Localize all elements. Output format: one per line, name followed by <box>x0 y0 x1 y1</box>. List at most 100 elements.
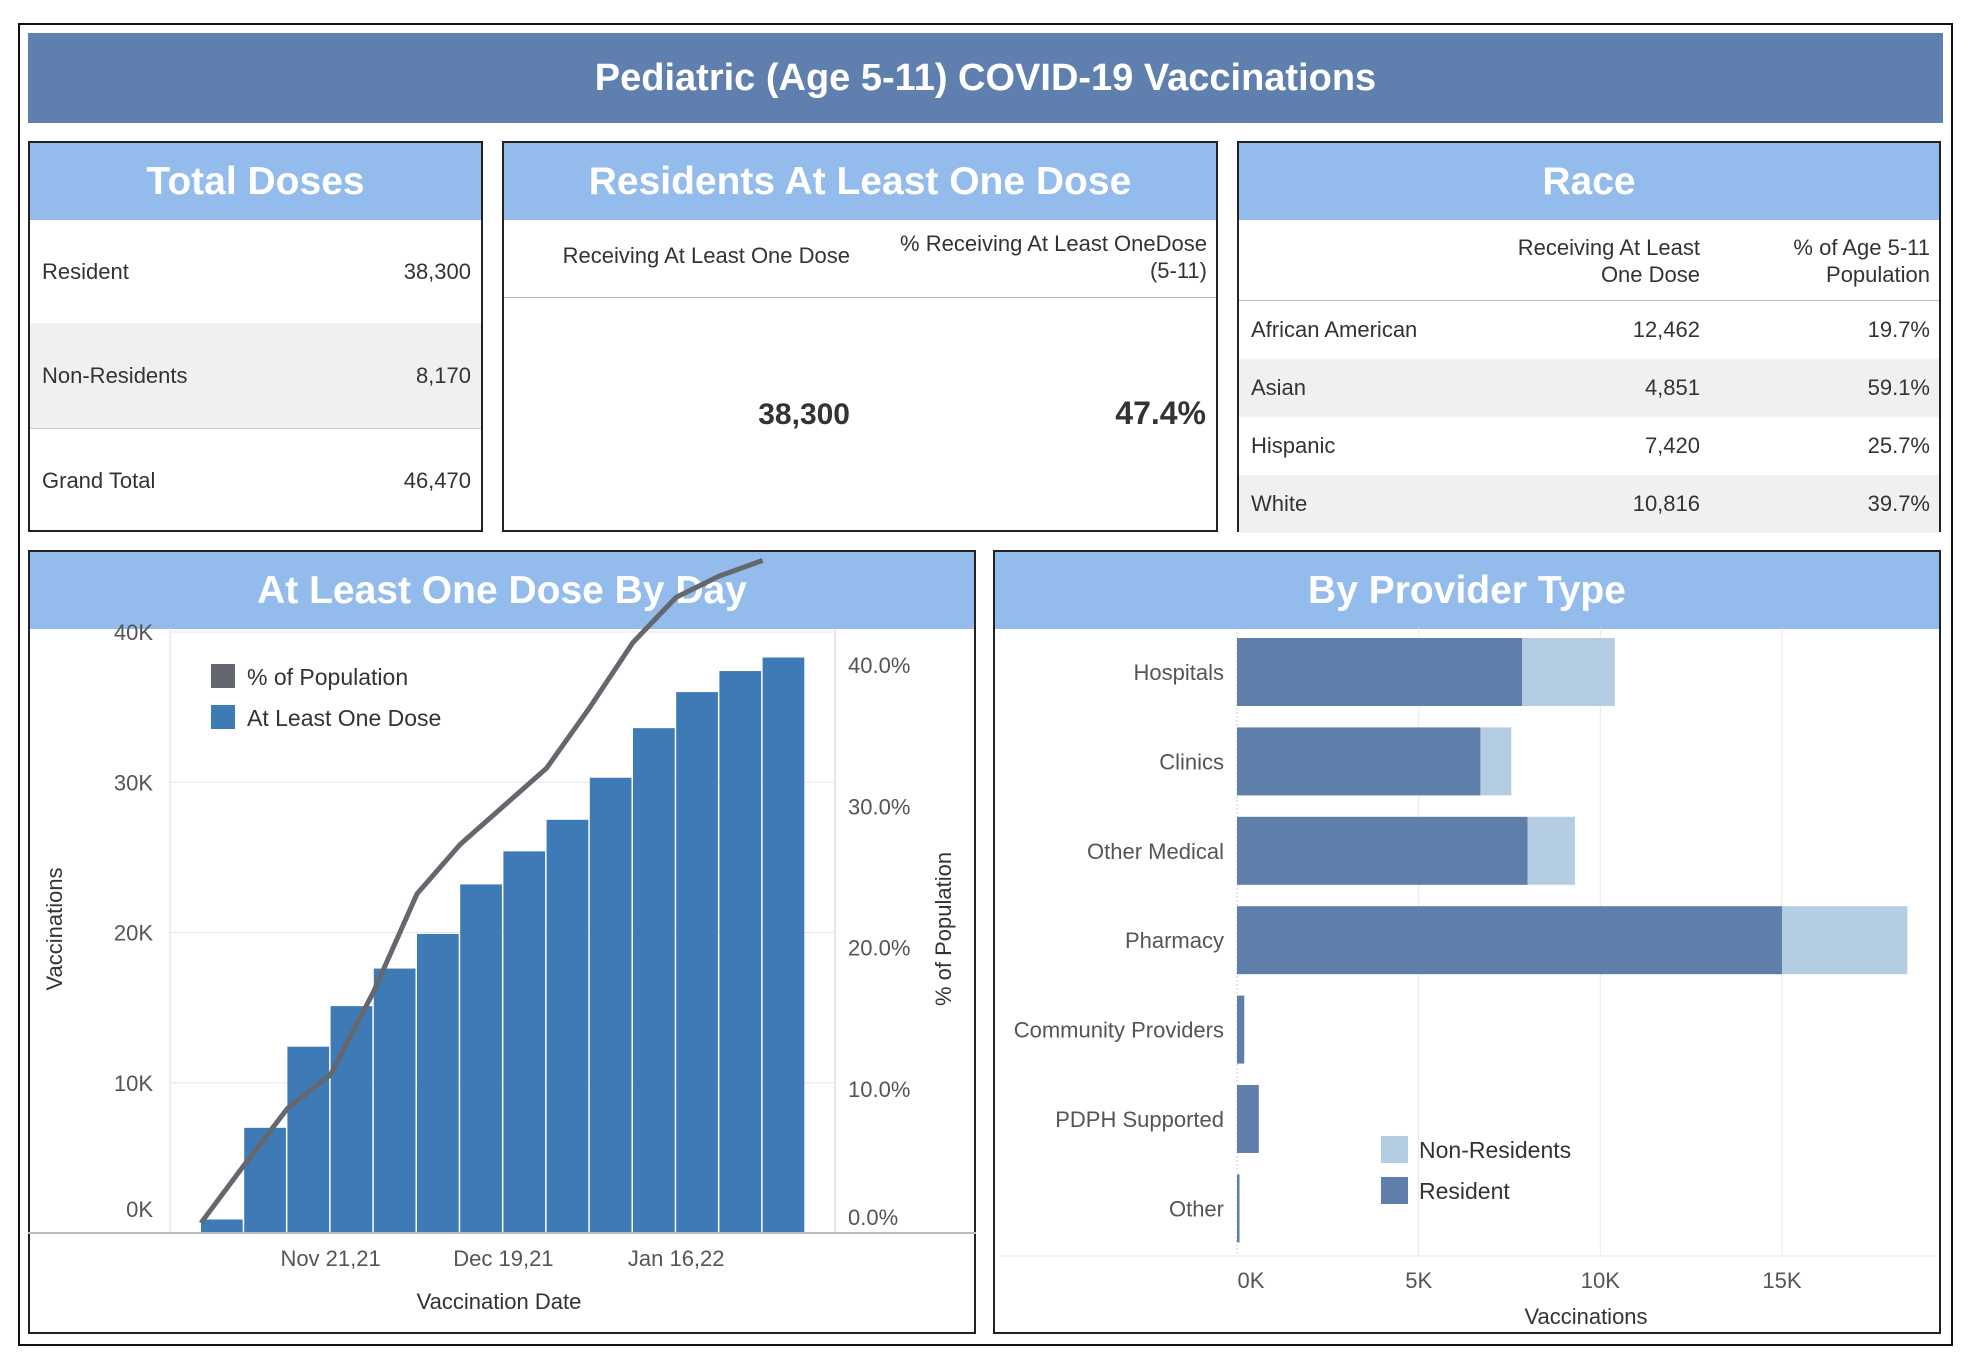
category-label: Other <box>1169 1196 1224 1221</box>
x-axis-title: Vaccination Date <box>417 1289 582 1314</box>
legend-label: % of Population <box>247 664 408 690</box>
bar-at-least-one-dose <box>633 728 675 1233</box>
row-value: 38,300 <box>403 258 471 284</box>
legend-label: Non-Residents <box>1419 1137 1571 1163</box>
residents-count: 38,300 <box>758 398 850 431</box>
x-tick-label: 10K <box>1581 1268 1620 1293</box>
bar-at-least-one-dose <box>676 692 718 1233</box>
race-count: 7,420 <box>1644 433 1700 458</box>
residents-percent: 47.4% <box>1115 395 1206 431</box>
race-count: 10,816 <box>1632 491 1700 516</box>
bar-at-least-one-dose <box>244 1127 286 1233</box>
dashboard-frame <box>18 23 1953 1346</box>
x-axis-title: Vaccinations <box>1524 1304 1647 1329</box>
bar-at-least-one-dose <box>330 1006 373 1233</box>
race-count: 12,462 <box>1632 317 1700 342</box>
panel-header: Race <box>1239 143 1939 220</box>
legend-swatch-dose <box>211 705 235 729</box>
column-header-line: Population <box>1826 262 1930 287</box>
x-tick-label: 5K <box>1405 1268 1432 1293</box>
bar-resident <box>1237 906 1782 975</box>
x-tick-label: Dec 19,21 <box>453 1246 553 1271</box>
bar-at-least-one-dose <box>417 934 459 1233</box>
legend-swatch-percent <box>211 664 235 688</box>
table-row: African American 12,462 19.7% <box>1239 301 1939 359</box>
category-label: Other Medical <box>1087 839 1224 864</box>
dashboard-title: Pediatric (Age 5-11) COVID-19 Vaccinatio… <box>28 33 1943 123</box>
y2-tick-label: 40.0% <box>848 653 910 678</box>
panel-header: Total Doses <box>30 143 481 220</box>
bar-non-residents <box>1527 816 1575 885</box>
y-tick-label: 30K <box>114 770 153 795</box>
bar-at-least-one-dose <box>503 851 546 1233</box>
race-name: Hispanic <box>1251 433 1336 458</box>
residents-panel: Residents At Least One Dose Receiving At… <box>502 141 1218 532</box>
column-header-line: One Dose <box>1600 262 1700 287</box>
column-header: Receiving At Least One Dose <box>562 243 850 268</box>
legend-swatch-non-residents <box>1381 1136 1408 1163</box>
y2-tick-label: 20.0% <box>848 936 910 961</box>
row-value: 46,470 <box>403 467 471 493</box>
column-header-line: % Receiving At Least OneDose <box>900 231 1207 256</box>
legend-swatch-resident <box>1381 1177 1408 1204</box>
category-label: Pharmacy <box>1125 928 1224 953</box>
category-label: PDPH Supported <box>1055 1107 1224 1132</box>
y2-axis-title: % of Population <box>931 852 956 1006</box>
bar-at-least-one-dose <box>373 968 416 1233</box>
category-label: Hospitals <box>1134 660 1224 685</box>
legend-label: Resident <box>1419 1178 1510 1204</box>
race-percent: 59.1% <box>1867 375 1930 400</box>
race-percent: 19.7% <box>1867 317 1930 342</box>
column-headers: Receiving At Least One Dose % Receiving … <box>504 220 1216 298</box>
bar-at-least-one-dose <box>201 1219 243 1233</box>
y-tick-label: 0K <box>126 1197 153 1222</box>
bar-at-least-one-dose <box>762 657 805 1233</box>
bar-at-least-one-dose <box>546 819 589 1233</box>
row-label: Resident <box>42 258 129 284</box>
table-row: Non-Residents 8,170 <box>30 323 481 429</box>
y-axis-title: Vaccinations <box>42 867 67 990</box>
race-percent: 25.7% <box>1867 433 1930 458</box>
race-count: 4,851 <box>1644 375 1700 400</box>
y2-tick-label: 0.0% <box>848 1205 898 1230</box>
race-name: African American <box>1251 317 1418 342</box>
bar-at-least-one-dose <box>719 671 762 1233</box>
bar-at-least-one-dose <box>589 777 632 1233</box>
bar-non-residents <box>1522 638 1615 706</box>
table-row: Asian 4,851 59.1% <box>1239 359 1939 417</box>
column-header: % of Age 5-11 Population <box>1793 234 1930 288</box>
legend-label: At Least One Dose <box>247 705 441 731</box>
total-doses-panel: Total Doses Resident 38,300 Non-Residents… <box>28 141 483 532</box>
race-name: Asian <box>1251 375 1307 400</box>
bar-resident <box>1237 1085 1259 1153</box>
y-tick-label: 20K <box>114 921 153 946</box>
bar-resident <box>1237 727 1481 796</box>
panel-header: Residents At Least One Dose <box>504 143 1216 220</box>
x-tick-label: 0K <box>1238 1268 1265 1293</box>
row-label: Grand Total <box>42 467 156 493</box>
column-header-line: (5-11) <box>1149 258 1207 283</box>
dose-by-day-panel: At Least One Dose By Day <box>28 550 976 1334</box>
row-label: Non-Residents <box>42 362 188 388</box>
race-panel: Race Receiving At Least One Dose % of Age… <box>1237 141 1941 533</box>
x-tick-label: 15K <box>1762 1268 1801 1293</box>
bar-non-residents <box>1782 906 1908 975</box>
race-name: White <box>1251 491 1308 516</box>
panel-header: By Provider Type <box>995 552 1939 629</box>
column-header: Receiving At Least One Dose <box>1518 234 1700 288</box>
line-percent-population <box>198 558 764 1225</box>
bar-resident <box>1237 638 1523 706</box>
bar-at-least-one-dose <box>287 1046 330 1233</box>
column-headers: Receiving At Least One Dose % of Age 5-11… <box>1239 220 1939 301</box>
y2-tick-label: 10.0% <box>848 1077 910 1102</box>
table-row: Hispanic 7,420 25.7% <box>1239 417 1939 475</box>
bar-resident <box>1237 816 1528 885</box>
bar-resident <box>1237 995 1245 1064</box>
y2-tick-label: 30.0% <box>848 794 910 819</box>
race-percent: 39.7% <box>1867 491 1930 516</box>
bar-non-residents <box>1480 727 1512 796</box>
y-tick-label: 40K <box>114 620 153 645</box>
category-label: Community Providers <box>1014 1018 1224 1043</box>
column-header: % Receiving At Least OneDose (5-11) <box>900 230 1207 284</box>
